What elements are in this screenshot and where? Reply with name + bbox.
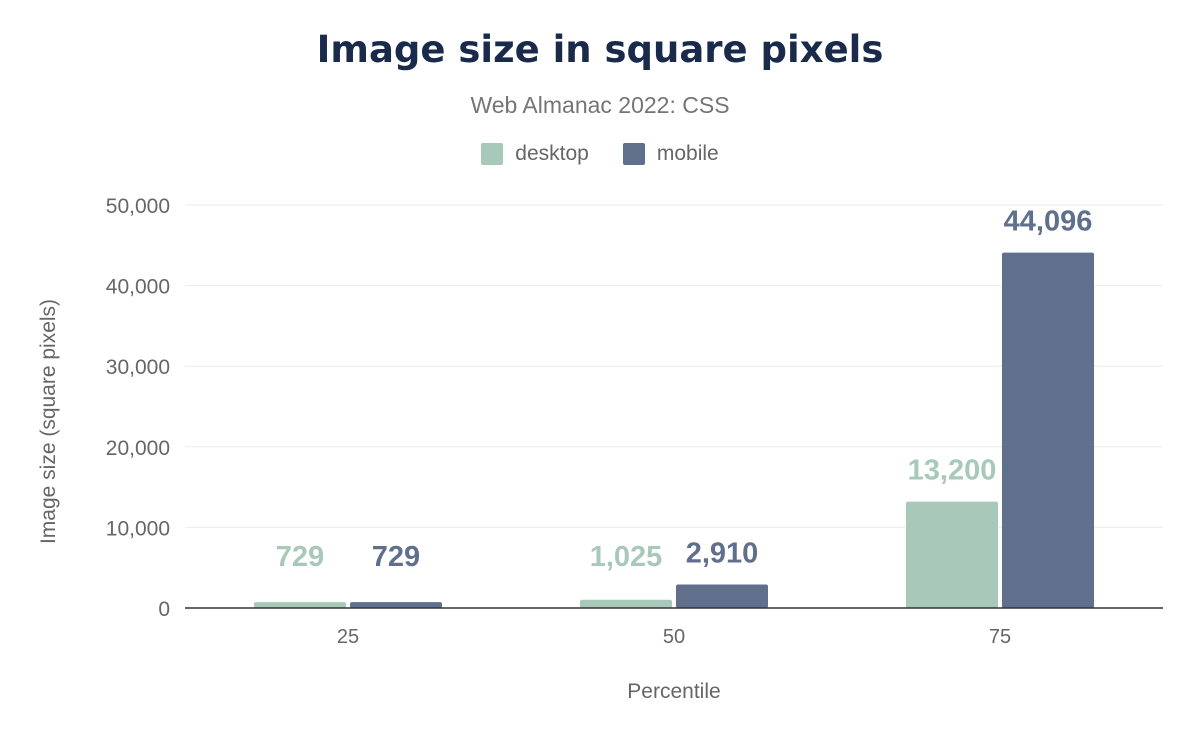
bar-mobile [676, 584, 768, 608]
legend: desktop mobile [0, 142, 1200, 166]
legend-item-mobile[interactable]: mobile [622, 142, 719, 166]
chart-title: Image size in square pixels [316, 28, 884, 71]
legend-item-desktop[interactable]: desktop [481, 142, 589, 166]
y-tick-label: 10,000 [106, 517, 170, 540]
legend-swatch-desktop [481, 143, 504, 165]
y-axis-title: Image size (square pixels) [37, 299, 60, 544]
x-tick-label: 25 [337, 626, 359, 648]
legend-swatch-mobile [622, 143, 645, 165]
data-label-mobile: 729 [372, 541, 420, 573]
y-tick-label: 40,000 [106, 276, 170, 299]
bar-mobile [1002, 252, 1094, 608]
legend-label-mobile: mobile [656, 142, 719, 165]
bar-desktop [906, 501, 998, 608]
y-tick-label: 30,000 [106, 356, 170, 379]
bar-desktop [580, 599, 672, 608]
chart-subtitle: Web Almanac 2022: CSS [470, 92, 730, 118]
bar-mobile [350, 602, 442, 608]
legend-label-desktop: desktop [515, 142, 589, 165]
y-tick-label: 50,000 [106, 195, 170, 218]
bar-desktop [254, 602, 346, 608]
data-label-desktop: 729 [276, 541, 324, 573]
data-label-mobile: 44,096 [1004, 206, 1093, 238]
x-axis-title: Percentile [627, 680, 720, 703]
data-label-desktop: 1,025 [590, 541, 663, 573]
y-tick-label: 20,000 [106, 437, 170, 460]
x-tick-label: 75 [989, 626, 1011, 648]
data-label-mobile: 2,910 [686, 538, 759, 570]
data-label-desktop: 13,200 [908, 455, 997, 487]
x-tick-label: 50 [663, 626, 685, 648]
y-tick-label: 0 [158, 598, 170, 621]
